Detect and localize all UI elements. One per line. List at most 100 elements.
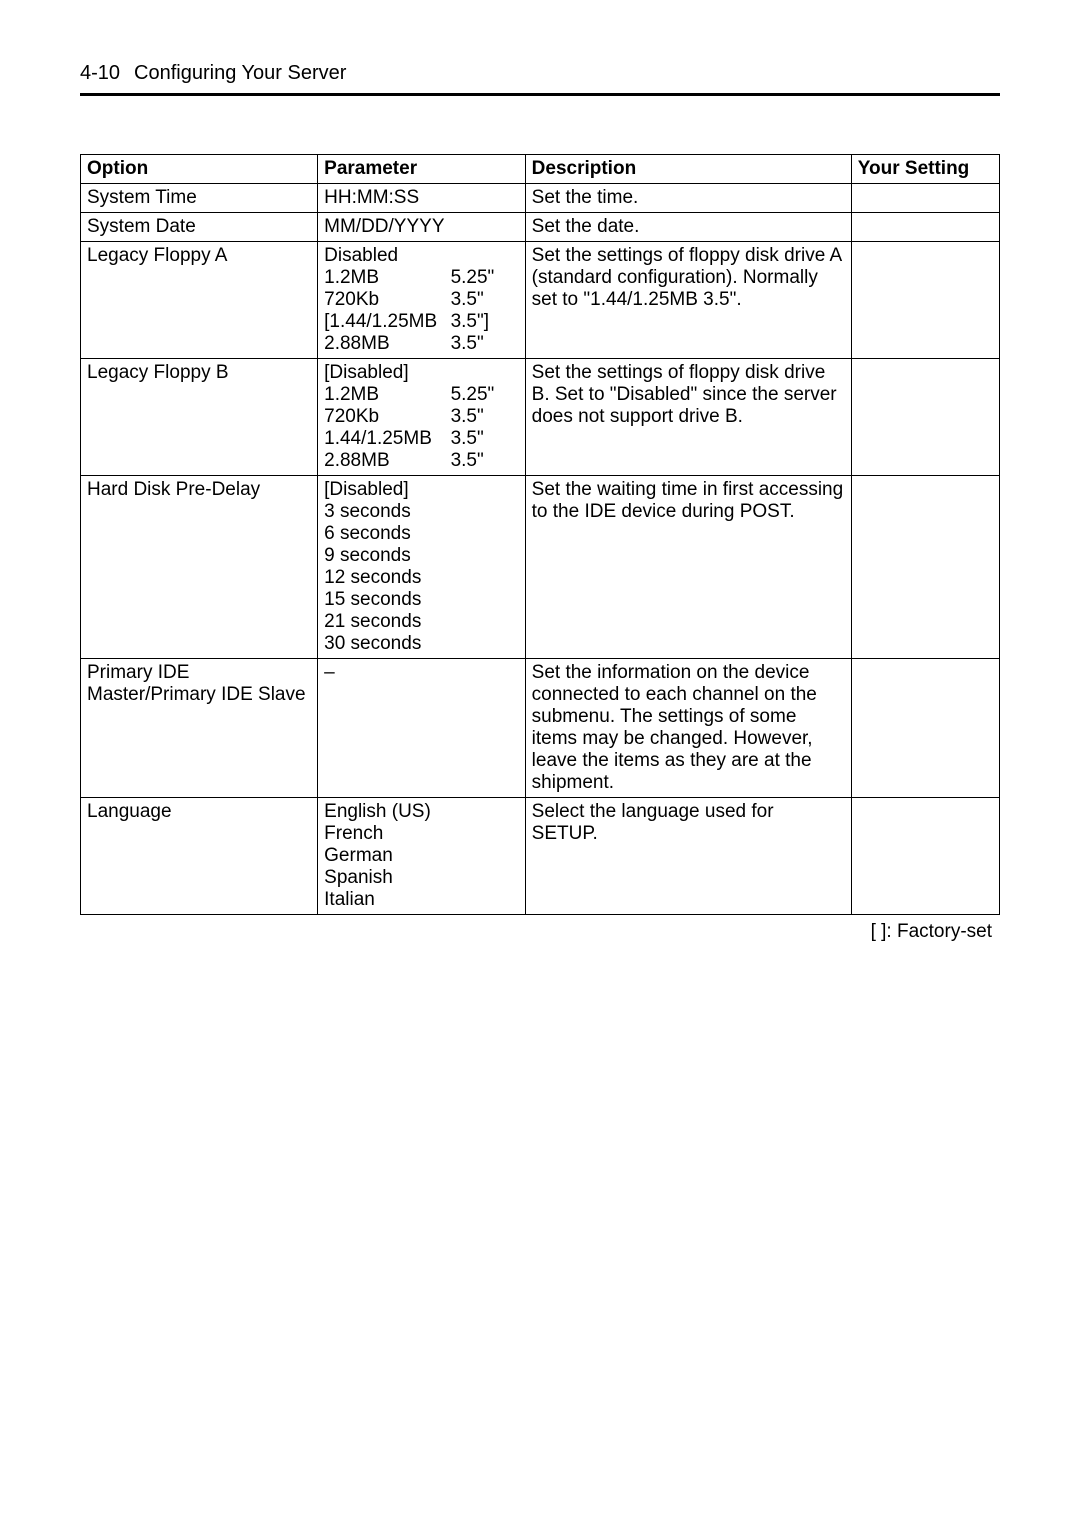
parameter-size: 3.5"] bbox=[451, 311, 519, 333]
page-title: Configuring Your Server bbox=[134, 62, 346, 84]
parameter-line: 2.88MB3.5" bbox=[324, 333, 519, 355]
cell-option: Legacy Floppy B bbox=[81, 359, 318, 476]
parameter-value: 720Kb bbox=[324, 289, 450, 311]
config-table: Option Parameter Description Your Settin… bbox=[80, 154, 1000, 915]
parameter-line: [Disabled] bbox=[324, 362, 519, 384]
parameter-size bbox=[451, 845, 519, 867]
parameter-value: 15 seconds bbox=[324, 589, 450, 611]
parameter-value: Spanish bbox=[324, 867, 450, 889]
parameter-line: 30 seconds bbox=[324, 633, 519, 655]
parameter-line: 2.88MB3.5" bbox=[324, 450, 519, 472]
parameter-line: 720Kb3.5" bbox=[324, 406, 519, 428]
cell-setting bbox=[851, 184, 999, 213]
parameter-value: 9 seconds bbox=[324, 545, 450, 567]
parameter-value: English (US) bbox=[324, 801, 450, 823]
parameter-value: 21 seconds bbox=[324, 611, 450, 633]
parameter-line: 1.2MB5.25" bbox=[324, 267, 519, 289]
col-header-parameter: Parameter bbox=[318, 155, 526, 184]
cell-option: Primary IDE Master/Primary IDE Slave bbox=[81, 659, 318, 798]
parameter-size bbox=[451, 611, 519, 633]
table-row: Primary IDE Master/Primary IDE Slave–Set… bbox=[81, 659, 1000, 798]
table-body: System TimeHH:MM:SSSet the time.System D… bbox=[81, 184, 1000, 915]
parameter-value: 1.2MB bbox=[324, 267, 450, 289]
parameter-size bbox=[451, 633, 519, 655]
parameter-size bbox=[451, 801, 519, 823]
parameter-value: 720Kb bbox=[324, 406, 450, 428]
parameter-value: MM/DD/YYYY bbox=[324, 216, 450, 238]
table-row: System Date MM/DD/YYYY Set the date. bbox=[81, 213, 1000, 242]
cell-description: Set the waiting time in first accessing … bbox=[525, 476, 851, 659]
parameter-value: 1.44/1.25MB bbox=[324, 428, 450, 450]
cell-description: Set the date. bbox=[525, 213, 851, 242]
parameter-line: – bbox=[324, 662, 519, 684]
parameter-line: [Disabled] bbox=[324, 479, 519, 501]
cell-option: System Date bbox=[81, 213, 318, 242]
parameter-size bbox=[451, 545, 519, 567]
parameter-line: HH:MM:SS bbox=[324, 187, 519, 209]
page-header: 4-10 Configuring Your Server bbox=[80, 62, 1000, 85]
parameter-value: [Disabled] bbox=[324, 362, 450, 384]
parameter-value: 30 seconds bbox=[324, 633, 450, 655]
parameter-line: 6 seconds bbox=[324, 523, 519, 545]
parameter-value: 2.88MB bbox=[324, 450, 450, 472]
parameter-line: 3 seconds bbox=[324, 501, 519, 523]
cell-setting bbox=[851, 213, 999, 242]
parameter-value: [1.44/1.25MB bbox=[324, 311, 450, 333]
cell-parameter: – bbox=[318, 659, 526, 798]
parameter-line: German bbox=[324, 845, 519, 867]
parameter-line: French bbox=[324, 823, 519, 845]
cell-parameter: English (US)FrenchGermanSpanishItalian bbox=[318, 798, 526, 915]
parameter-line: Disabled bbox=[324, 245, 519, 267]
parameter-size: 5.25" bbox=[451, 384, 519, 406]
parameter-line: 1.44/1.25MB3.5" bbox=[324, 428, 519, 450]
cell-parameter: [Disabled]1.2MB5.25"720Kb3.5"1.44/1.25MB… bbox=[318, 359, 526, 476]
cell-option: Language bbox=[81, 798, 318, 915]
parameter-value: 6 seconds bbox=[324, 523, 450, 545]
parameter-size bbox=[451, 567, 519, 589]
parameter-size bbox=[451, 523, 519, 545]
table-row: Hard Disk Pre-Delay[Disabled]3 seconds6 … bbox=[81, 476, 1000, 659]
parameter-value: HH:MM:SS bbox=[324, 187, 450, 209]
table-row: Legacy Floppy A Disabled1.2MB5.25"720Kb3.… bbox=[81, 242, 1000, 359]
cell-setting bbox=[851, 798, 999, 915]
cell-setting bbox=[851, 659, 999, 798]
parameter-value: Disabled bbox=[324, 245, 450, 267]
parameter-line: English (US) bbox=[324, 801, 519, 823]
table-row: Legacy Floppy B[Disabled]1.2MB5.25"720Kb… bbox=[81, 359, 1000, 476]
parameter-line: Italian bbox=[324, 889, 519, 911]
parameter-size bbox=[451, 362, 519, 384]
table-row: System Time HH:MM:SS Set the time. bbox=[81, 184, 1000, 213]
parameter-size: 5.25" bbox=[451, 267, 519, 289]
parameter-value: 1.2MB bbox=[324, 384, 450, 406]
parameter-size bbox=[451, 662, 519, 684]
parameter-line: 720Kb3.5" bbox=[324, 289, 519, 311]
parameter-value: French bbox=[324, 823, 450, 845]
cell-parameter: [Disabled]3 seconds6 seconds9 seconds12 … bbox=[318, 476, 526, 659]
parameter-line: 15 seconds bbox=[324, 589, 519, 611]
parameter-size bbox=[451, 216, 519, 238]
cell-setting bbox=[851, 242, 999, 359]
parameter-line: 1.2MB5.25" bbox=[324, 384, 519, 406]
cell-parameter: HH:MM:SS bbox=[318, 184, 526, 213]
table-row: LanguageEnglish (US)FrenchGermanSpanishI… bbox=[81, 798, 1000, 915]
parameter-value: – bbox=[324, 662, 450, 684]
table-header-row: Option Parameter Description Your Settin… bbox=[81, 155, 1000, 184]
parameter-value: German bbox=[324, 845, 450, 867]
parameter-line: Spanish bbox=[324, 867, 519, 889]
cell-description: Set the settings of floppy disk drive A … bbox=[525, 242, 851, 359]
parameter-line: [1.44/1.25MB3.5"] bbox=[324, 311, 519, 333]
page-number: 4-10 bbox=[80, 62, 120, 84]
parameter-size bbox=[451, 187, 519, 209]
cell-description: Set the settings of floppy disk drive B.… bbox=[525, 359, 851, 476]
parameter-value: 3 seconds bbox=[324, 501, 450, 523]
parameter-value: Italian bbox=[324, 889, 450, 911]
cell-description: Set the time. bbox=[525, 184, 851, 213]
parameter-line: MM/DD/YYYY bbox=[324, 216, 519, 238]
col-header-setting: Your Setting bbox=[851, 155, 999, 184]
cell-option: Legacy Floppy A bbox=[81, 242, 318, 359]
parameter-size bbox=[451, 823, 519, 845]
cell-setting bbox=[851, 359, 999, 476]
cell-option: System Time bbox=[81, 184, 318, 213]
parameter-value: [Disabled] bbox=[324, 479, 450, 501]
cell-description: Select the language used for SETUP. bbox=[525, 798, 851, 915]
